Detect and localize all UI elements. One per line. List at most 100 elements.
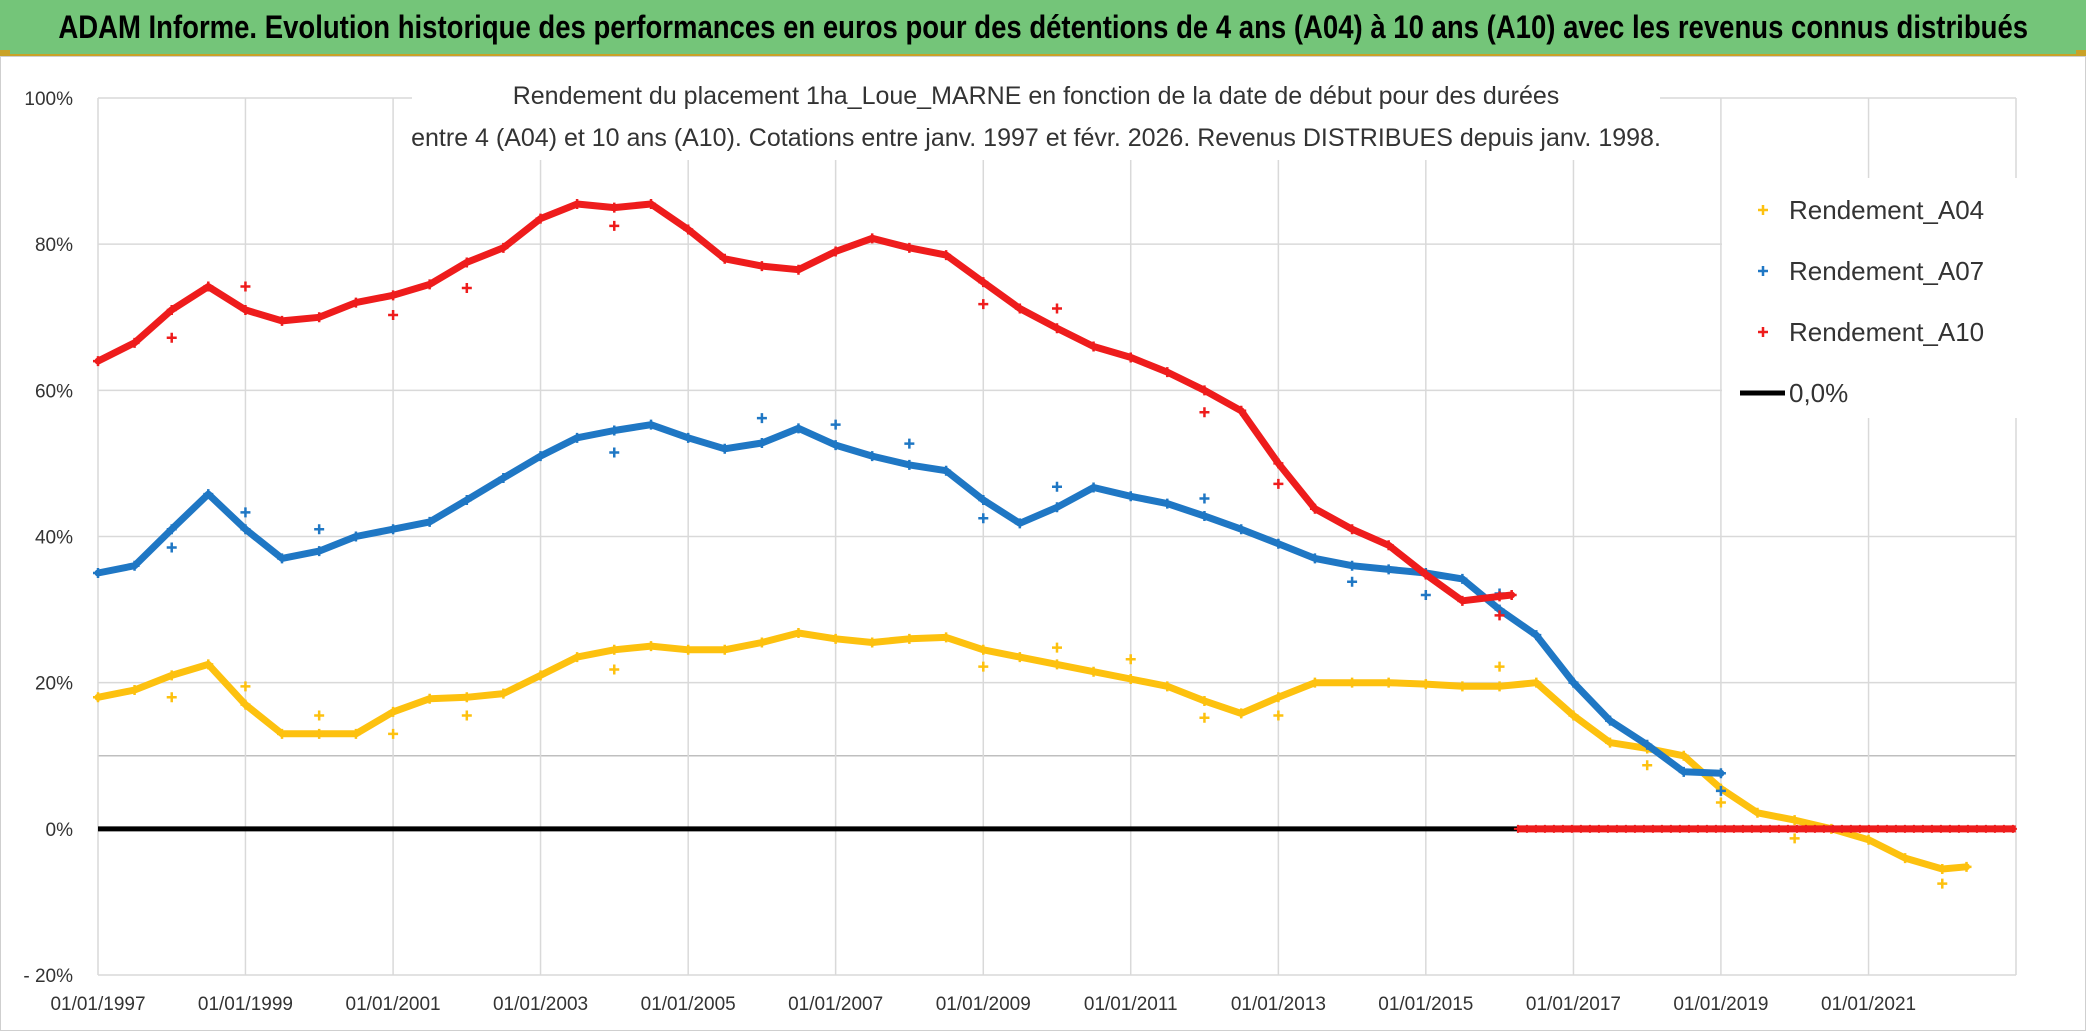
data-point-rendement_a10 xyxy=(1420,569,1431,580)
outlier-point-rendement_a04 xyxy=(240,681,251,692)
x-tick-label: 01/01/2009 xyxy=(936,994,1031,1015)
series-line-rendement_a04 xyxy=(94,629,1970,873)
data-point-rendement_a07 xyxy=(314,546,325,557)
data-point-rendement_a07 xyxy=(93,568,103,579)
data-point-rendement_a07 xyxy=(1052,502,1062,513)
data-point-rendement_a10 xyxy=(240,304,251,315)
legend-marker-rendement_a10 xyxy=(1758,327,1768,337)
chart-title-line-1: Rendement du placement 1ha_Loue_MARNE en… xyxy=(513,82,1560,110)
outlier-point-rendement_a04 xyxy=(1125,654,1136,665)
zero-point-rendement_a10 xyxy=(1720,824,1729,833)
data-point-rendement_a10 xyxy=(277,315,288,326)
zero-point-rendement_a10 xyxy=(1531,824,1540,833)
data-point-rendement_a10 xyxy=(1273,458,1284,469)
data-point-rendement_a04 xyxy=(424,693,435,704)
data-point-rendement_a04 xyxy=(978,644,989,655)
data-point-rendement_a07 xyxy=(1014,518,1025,529)
zero-point-rendement_a10 xyxy=(1639,824,1648,833)
data-point-rendement_a10 xyxy=(609,202,620,213)
data-point-rendement_a04 xyxy=(240,699,251,710)
data-point-rendement_a04 xyxy=(1457,681,1468,692)
zero-point-rendement_a10 xyxy=(1711,824,1720,833)
zero-point-rendement_a10 xyxy=(1603,824,1612,833)
zero-point-rendement_a10 xyxy=(1684,824,1693,833)
data-point-rendement_a07 xyxy=(904,459,915,470)
data-point-rendement_a07 xyxy=(572,432,583,443)
data-point-rendement_a07 xyxy=(756,437,767,448)
data-point-rendement_a07 xyxy=(1383,564,1394,575)
data-point-rendement_a04 xyxy=(1383,677,1394,688)
data-point-rendement_a07 xyxy=(240,524,251,535)
data-point-rendement_a07 xyxy=(388,524,399,535)
outlier-point-rendement_a04 xyxy=(609,664,620,675)
data-point-rendement_a07 xyxy=(1236,524,1247,535)
zero-point-rendement_a10 xyxy=(1972,824,1981,833)
outlier-point-rendement_a04 xyxy=(1052,642,1062,653)
data-point-rendement_a04 xyxy=(1052,659,1062,670)
zero-point-rendement_a10 xyxy=(1540,824,1549,833)
y-tick-label: 60% xyxy=(35,381,73,402)
banner-title: ADAM Informe. Evolution historique des p… xyxy=(58,8,2028,45)
data-point-rendement_a04 xyxy=(572,652,583,663)
data-point-rendement_a04 xyxy=(609,644,620,655)
zero-point-rendement_a10 xyxy=(1522,824,1531,833)
zero-point-rendement_a10 xyxy=(1765,824,1774,833)
legend-label: Rendement_A10 xyxy=(1789,317,1984,347)
outlier-point-rendement_a04 xyxy=(1494,661,1505,672)
data-point-rendement_a07 xyxy=(1715,768,1726,779)
data-point-rendement_a07 xyxy=(277,553,288,564)
outlier-point-rendement_a10 xyxy=(609,220,620,231)
data-point-rendement_a07 xyxy=(1678,766,1689,777)
y-tick-label: 20% xyxy=(35,674,73,695)
data-point-rendement_a10 xyxy=(646,198,657,209)
data-point-rendement_a04 xyxy=(756,637,767,648)
data-point-rendement_a07 xyxy=(867,451,878,462)
data-point-rendement_a10 xyxy=(388,290,399,301)
y-tick-label: 0% xyxy=(46,820,74,841)
zero-point-rendement_a10 xyxy=(1738,824,1747,833)
zero-point-rendement_a10 xyxy=(1918,824,1927,833)
legend-backdrop xyxy=(1722,178,2022,418)
y-tick-label: 100% xyxy=(24,89,73,110)
data-point-rendement_a07 xyxy=(1125,491,1136,502)
outlier-point-rendement_a04 xyxy=(1937,878,1948,889)
outlier-point-rendement_a07 xyxy=(830,419,841,430)
outlier-point-rendement_a10 xyxy=(388,310,399,321)
zero-point-rendement_a10 xyxy=(1891,824,1900,833)
zero-point-rendement_a10 xyxy=(1675,824,1684,833)
outlier-point-rendement_a04 xyxy=(1715,797,1726,808)
zero-point-rendement_a10 xyxy=(1693,824,1702,833)
outlier-point-rendement_a07 xyxy=(314,524,325,535)
outlier-point-rendement_a07 xyxy=(978,513,989,524)
outlier-point-rendement_a10 xyxy=(1052,303,1062,314)
data-point-rendement_a07 xyxy=(1162,498,1173,509)
data-point-rendement_a10 xyxy=(203,281,214,292)
data-point-rendement_a10 xyxy=(1125,352,1136,363)
data-point-rendement_a07 xyxy=(830,440,841,451)
data-point-rendement_a10 xyxy=(756,261,767,272)
zero-point-rendement_a10 xyxy=(1792,824,1801,833)
data-point-rendement_a07 xyxy=(719,443,730,454)
data-point-rendement_a04 xyxy=(1420,679,1431,690)
data-point-rendement_a04 xyxy=(830,633,841,644)
data-point-rendement_a10 xyxy=(793,264,804,275)
outlier-point-rendement_a10 xyxy=(1494,610,1505,621)
data-point-rendement_a07 xyxy=(1568,677,1579,688)
data-point-rendement_a07 xyxy=(1642,739,1653,750)
data-point-rendement_a10 xyxy=(1088,341,1099,352)
data-point-rendement_a04 xyxy=(1125,674,1136,685)
data-point-rendement_a04 xyxy=(1789,815,1800,826)
data-point-rendement_a10 xyxy=(1236,405,1247,416)
data-point-rendement_a10 xyxy=(166,304,177,315)
data-point-rendement_a10 xyxy=(572,198,583,209)
data-point-rendement_a10 xyxy=(1052,323,1062,334)
data-point-rendement_a04 xyxy=(1273,692,1284,703)
zero-point-rendement_a10 xyxy=(1513,824,1522,833)
data-point-rendement_a10 xyxy=(350,297,361,308)
data-point-rendement_a10 xyxy=(1347,524,1358,535)
zero-point-rendement_a10 xyxy=(1585,824,1594,833)
zero-point-rendement_a10 xyxy=(1702,824,1711,833)
x-tick-label: 01/01/2021 xyxy=(1821,994,1916,1015)
data-point-rendement_a04 xyxy=(461,692,472,703)
